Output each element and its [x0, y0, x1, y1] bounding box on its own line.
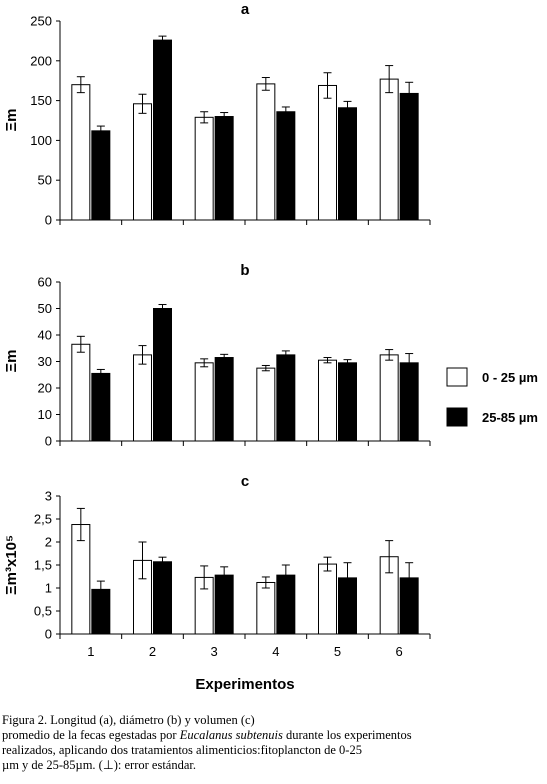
bar-large-exp-3	[214, 116, 234, 221]
y-tick-label: 0,5	[34, 604, 52, 619]
bar-large-exp-5	[338, 107, 357, 221]
bar-large-exp-1	[91, 372, 111, 442]
panel-title-c: c	[241, 473, 249, 490]
y-tick-label: 150	[30, 93, 52, 108]
caption-line-2-end: durante los experimentos	[282, 728, 412, 742]
panel-title-b: b	[240, 262, 249, 279]
bar-large-exp-6	[399, 362, 419, 442]
y-tick-label: 0	[45, 627, 52, 642]
bar-small-exp-2	[133, 103, 152, 221]
y-tick-label: 250	[30, 14, 52, 29]
y-tick-label: 0	[45, 434, 52, 449]
y-tick-label: 2	[45, 535, 52, 550]
bar-small-exp-2	[133, 354, 152, 442]
x-tick-label: 6	[396, 644, 403, 659]
bar-small-exp-4	[256, 581, 276, 635]
caption-line-4: µm y de 25-85µm. (⊥): error estándar.	[2, 758, 196, 772]
x-tick-label: 4	[272, 644, 279, 659]
bar-large-exp-1	[91, 130, 111, 221]
y-axis-label-1: Ξm	[3, 109, 20, 132]
figure-caption: Figura 2. Longitud (a), diámetro (b) y v…	[2, 713, 545, 773]
bar-small-exp-5	[318, 84, 337, 221]
legend-label-2: 25-85 µm	[482, 410, 538, 425]
bar-small-exp-1	[71, 84, 91, 221]
y-tick-label: 100	[30, 133, 52, 148]
bar-small-exp-4	[256, 83, 276, 221]
panel-title-a: a	[241, 1, 250, 18]
y-tick-label: 2,5	[34, 512, 52, 527]
legend-swatch-1	[446, 367, 468, 387]
x-tick-label: 5	[334, 644, 341, 659]
bar-small-exp-4	[256, 367, 276, 442]
y-tick-label: 200	[30, 53, 52, 68]
bar-large-exp-3	[214, 574, 234, 635]
y-tick-label: 30	[38, 354, 52, 369]
bar-small-exp-1	[71, 343, 91, 442]
bar-small-exp-5	[318, 563, 337, 635]
bar-large-exp-4	[276, 354, 296, 442]
caption-line-1: Figura 2. Longitud (a), diámetro (b) y v…	[2, 713, 255, 727]
figure: a 0 50 100 150 200 250 Ξm b 0 10 20 30 40 50 60 Ξm c 0 0,5 1…	[3, 1, 538, 693]
bar-large-exp-2	[153, 561, 172, 635]
y-tick-label: 0	[45, 213, 52, 228]
y-tick-label: 20	[38, 381, 52, 396]
caption-species: Eucalanus subtenuis	[179, 728, 283, 742]
bar-large-exp-2	[153, 39, 172, 221]
y-axis-label-3: Ξm³x10⁵	[3, 535, 20, 595]
bar-large-exp-2	[153, 308, 172, 442]
y-tick-label: 1	[45, 581, 52, 596]
caption-line-3: realizados, aplicando dos tratamientos a…	[2, 743, 362, 757]
legend-swatch-2	[446, 407, 468, 427]
x-tick-label: 2	[149, 644, 156, 659]
bar-large-exp-5	[338, 362, 357, 442]
bar-small-exp-3	[194, 116, 214, 221]
y-tick-label: 50	[38, 173, 52, 188]
y-tick-label: 60	[38, 275, 52, 290]
y-tick-label: 3	[45, 489, 52, 504]
y-axis-label-2: Ξm	[3, 350, 20, 373]
bar-large-exp-3	[214, 357, 234, 442]
y-tick-label: 40	[38, 328, 52, 343]
bar-large-exp-4	[276, 111, 296, 221]
x-tick-label: 1	[87, 644, 94, 659]
legend-label-1: 0 - 25 µm	[482, 370, 538, 385]
x-axis-label: Experimentos	[195, 676, 294, 693]
bar-small-exp-3	[194, 362, 214, 442]
bar-small-exp-6	[379, 354, 399, 442]
y-tick-label: 1,5	[34, 558, 52, 573]
bar-small-exp-5	[318, 359, 337, 442]
bar-large-exp-6	[399, 92, 419, 221]
bar-small-exp-6	[379, 78, 399, 221]
x-tick-label: 3	[211, 644, 218, 659]
caption-line-2-start: promedio de la fecas egestadas por	[2, 728, 180, 742]
y-tick-label: 50	[38, 301, 52, 316]
caption-line-2: promedio de la fecas egestadas por Eucal…	[2, 728, 545, 743]
y-tick-label: 10	[38, 407, 52, 422]
